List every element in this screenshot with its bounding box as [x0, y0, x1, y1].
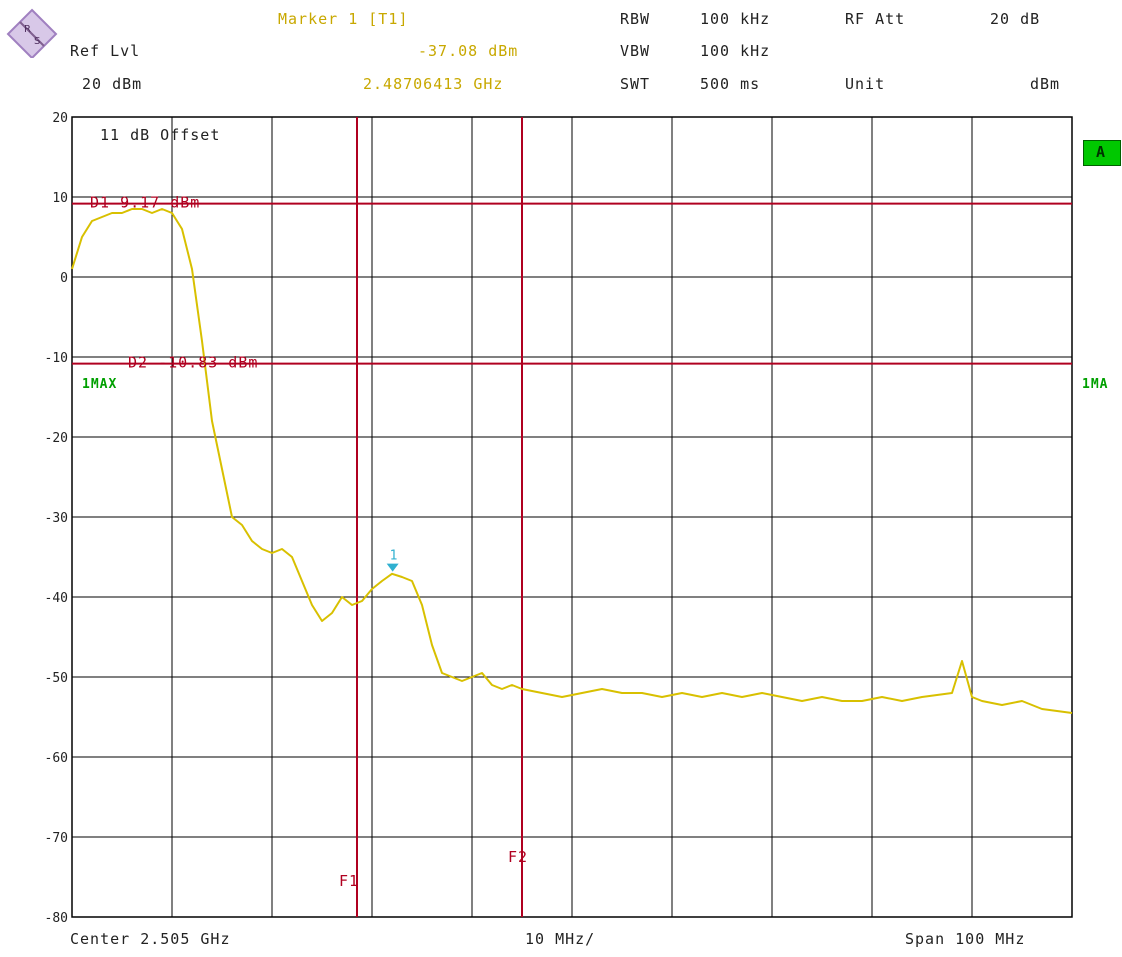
y-tick-label: -40	[45, 591, 68, 606]
unit-label: Unit	[845, 75, 886, 93]
y-tick-label: 20	[52, 111, 68, 126]
center-frequency: Center 2.505 GHz	[70, 930, 231, 948]
trace	[71, 208, 1073, 714]
rf-att-label: RF Att	[845, 10, 906, 28]
d2-label: D2 -10.83 dBm	[128, 354, 258, 372]
grid	[71, 116, 1073, 918]
marker: 1	[386, 549, 399, 572]
span-value: Span 100 MHz	[905, 930, 1026, 948]
y-tick-label: 10	[52, 191, 68, 206]
rbw-value: 100 kHz	[700, 10, 771, 28]
marker-1-triangle	[386, 563, 399, 572]
f2-label: F2	[508, 848, 528, 866]
swt-value: 500 ms	[700, 75, 761, 93]
frequency-lines	[356, 117, 523, 917]
y-tick-label: -20	[45, 431, 68, 446]
y-tick-label: -60	[45, 751, 68, 766]
display-lines	[72, 202, 1072, 365]
y-tick-label: -70	[45, 831, 68, 846]
marker-level: -37.08 dBm	[418, 42, 519, 60]
rbw-label: RBW	[620, 10, 651, 28]
rf-att-value: 20 dB	[990, 10, 1041, 28]
f1-label: F1	[339, 872, 359, 890]
ref-level-label: Ref Lvl	[70, 42, 141, 60]
vbw-value: 100 kHz	[700, 42, 771, 60]
trace-badge-label: A	[1096, 143, 1106, 161]
svg-text:S: S	[34, 36, 40, 47]
svg-text:R: R	[24, 24, 31, 35]
d1-label: D1 9.17 dBm	[90, 194, 200, 212]
ref-level-value: 20 dBm	[82, 75, 143, 93]
trace-badge: A	[1083, 140, 1121, 166]
trace-label-left: 1MAX	[82, 377, 117, 392]
y-tick-label: -10	[45, 351, 68, 366]
span-per-division: 10 MHz/	[525, 930, 596, 948]
y-tick-label: 0	[60, 271, 68, 286]
annotations: 11 dB Offset D1 9.17 dBm D2 -10.83 dBm 1MAX…	[82, 126, 1108, 890]
swt-label: SWT	[620, 75, 651, 93]
y-tick-label: -30	[45, 511, 68, 526]
offset-label: 11 dB Offset	[100, 126, 220, 144]
marker-1-label: 1	[390, 549, 398, 564]
vbw-label: VBW	[620, 42, 651, 60]
unit-value: dBm	[1030, 75, 1061, 93]
y-tick-label: -50	[45, 671, 68, 686]
marker-title: Marker 1 [T1]	[278, 10, 409, 28]
trace-label-right: 1MA	[1082, 377, 1108, 392]
trace-line	[71, 208, 1073, 714]
y-tick-label: -80	[45, 911, 68, 926]
y-tick-labels: 20 10 0 -10 -20 -30 -40 -50 -60 -70 -80	[45, 111, 68, 926]
rohde-schwarz-logo: R S	[6, 8, 58, 58]
marker-frequency: 2.48706413 GHz	[363, 75, 504, 93]
